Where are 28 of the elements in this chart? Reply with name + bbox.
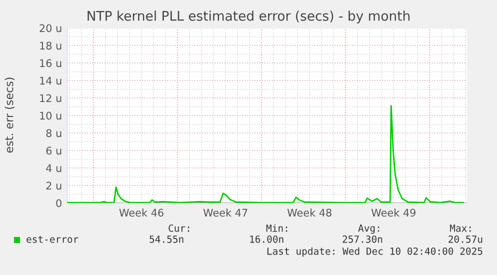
x-tick-label: Week 46 bbox=[119, 208, 164, 217]
text: Last update: Wed Dec 10 02:40:00 2025 bbox=[267, 247, 482, 257]
y-tick-label: 20 u bbox=[40, 24, 62, 32]
text: Avg: bbox=[358, 224, 380, 234]
y-tick-label: 8 u bbox=[46, 129, 62, 138]
text: Max: bbox=[450, 224, 471, 232]
y-tick-label: 16 u bbox=[40, 59, 62, 68]
y-tick-label: 18 u bbox=[40, 42, 62, 50]
y-tick-label: 4 u bbox=[46, 164, 62, 172]
y-tick-label: 2 u bbox=[46, 182, 62, 190]
x-tick-label: Week 47 bbox=[203, 208, 248, 217]
text: 257.30n bbox=[342, 235, 382, 243]
text: 20.57u bbox=[448, 235, 482, 243]
y-axis-title: est. err (secs) bbox=[4, 78, 15, 153]
y-tick-label: 0 bbox=[56, 199, 62, 208]
x-tick-label: Week 48 bbox=[287, 208, 332, 217]
legend-label: est-error bbox=[26, 236, 78, 243]
text: Cur: bbox=[168, 224, 190, 232]
y-tick-label: 14 u bbox=[40, 76, 62, 85]
x-tick-label: Week 49 bbox=[371, 208, 416, 217]
y-tick-label: 6 u bbox=[46, 146, 62, 155]
line-series bbox=[67, 105, 464, 203]
y-tick-label: 12 u bbox=[40, 94, 62, 102]
text: Min: bbox=[266, 224, 288, 232]
text: 16.00n bbox=[250, 235, 284, 243]
chart-title: NTP kernel PLL estimated error (secs) - by month bbox=[88, 10, 410, 24]
text: 54.55n bbox=[150, 236, 184, 243]
y-tick-label: 10 u bbox=[40, 112, 62, 120]
